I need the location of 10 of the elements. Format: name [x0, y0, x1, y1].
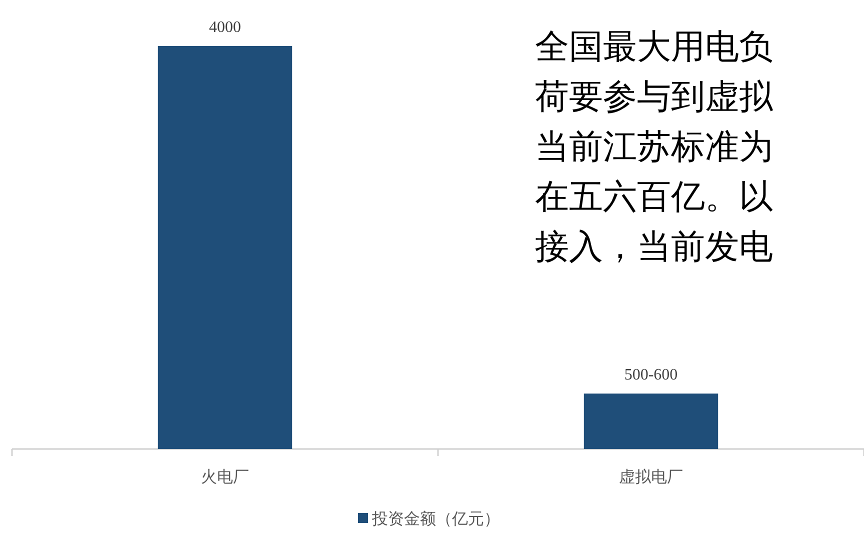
x-tick-label: 虚拟电厂 [619, 468, 683, 486]
legend-label: 投资金额（亿元） [371, 510, 500, 528]
annotation: 当前江苏标准为 [535, 129, 773, 166]
data-label: 4000 [209, 19, 241, 36]
annotation: 在五六百亿。以 [535, 179, 773, 216]
annotation: 接入，当前发电 [535, 229, 773, 266]
x-tick-label: 火电厂 [201, 468, 249, 486]
annotation: 全国最大用电负 [535, 29, 773, 66]
annotation: 荷要参与到虚拟 [535, 79, 774, 116]
data-label: 500-600 [624, 366, 678, 384]
